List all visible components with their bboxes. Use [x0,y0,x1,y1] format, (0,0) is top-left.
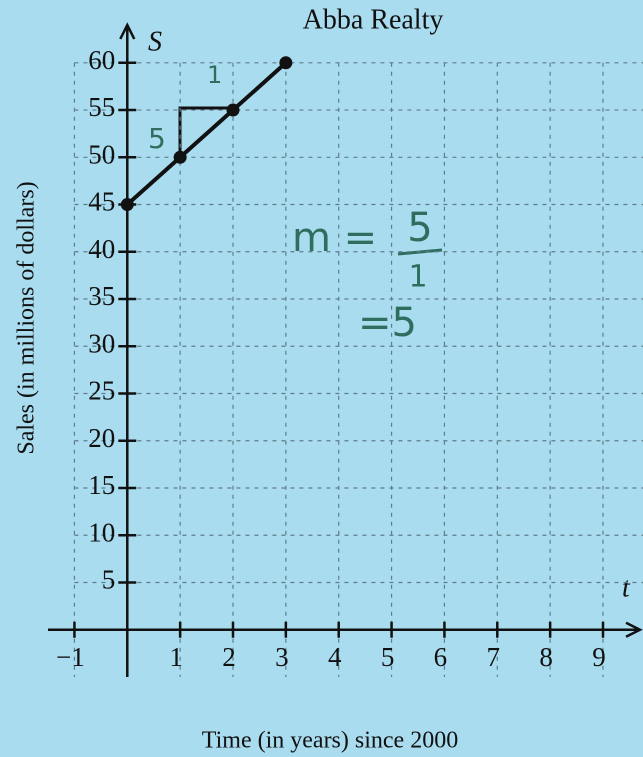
y-tick-label: 30 [88,328,115,358]
slope-annotation: m = [292,215,377,261]
x-tick-label: 7 [487,642,501,672]
y-axis-symbol: S [148,26,162,57]
y-tick-label: 60 [88,45,115,75]
x-axis-label: Time (in years) since 2000 [202,728,458,754]
y-axis-label: Sales (in millions of dollars) [14,181,40,454]
y-axis-arrow [119,22,136,40]
x-tick-label: 6 [434,642,448,672]
chart-title: Abba Realty [303,4,444,35]
data-point [226,103,240,117]
slope-denominator: 1 [408,260,427,295]
y-tick-label: 5 [102,565,116,595]
y-tick-label: 15 [88,470,115,500]
y-tick-label: 10 [88,517,115,547]
y-tick-label: 25 [88,376,115,406]
y-tick-label: 50 [88,139,115,169]
x-axis-arrow [625,621,643,638]
slope-numerator: 5 [407,205,432,251]
slope-result: =5 [358,300,417,346]
x-axis-symbol: t [622,572,631,603]
y-tick-label: 20 [88,423,115,453]
x-tick-label: −1 [56,642,85,672]
x-tick-label: 9 [592,642,606,672]
run-annotation: 1 [207,61,222,89]
x-tick-label: 8 [539,642,553,672]
x-tick-label: 1 [169,642,183,672]
y-tick-label: 40 [88,234,115,264]
x-tick-label: 2 [222,642,236,672]
x-tick-label: 4 [328,642,342,672]
x-tick-label: 3 [275,642,289,672]
data-line [125,61,288,207]
data-point [120,198,134,212]
x-tick-label: 5 [381,642,395,672]
rise-annotation: 5 [148,122,166,155]
y-tick-label: 55 [88,92,115,122]
data-point [279,56,293,70]
y-tick-label: 35 [88,281,115,311]
y-tick-label: 45 [88,187,115,217]
data-point [173,150,187,164]
